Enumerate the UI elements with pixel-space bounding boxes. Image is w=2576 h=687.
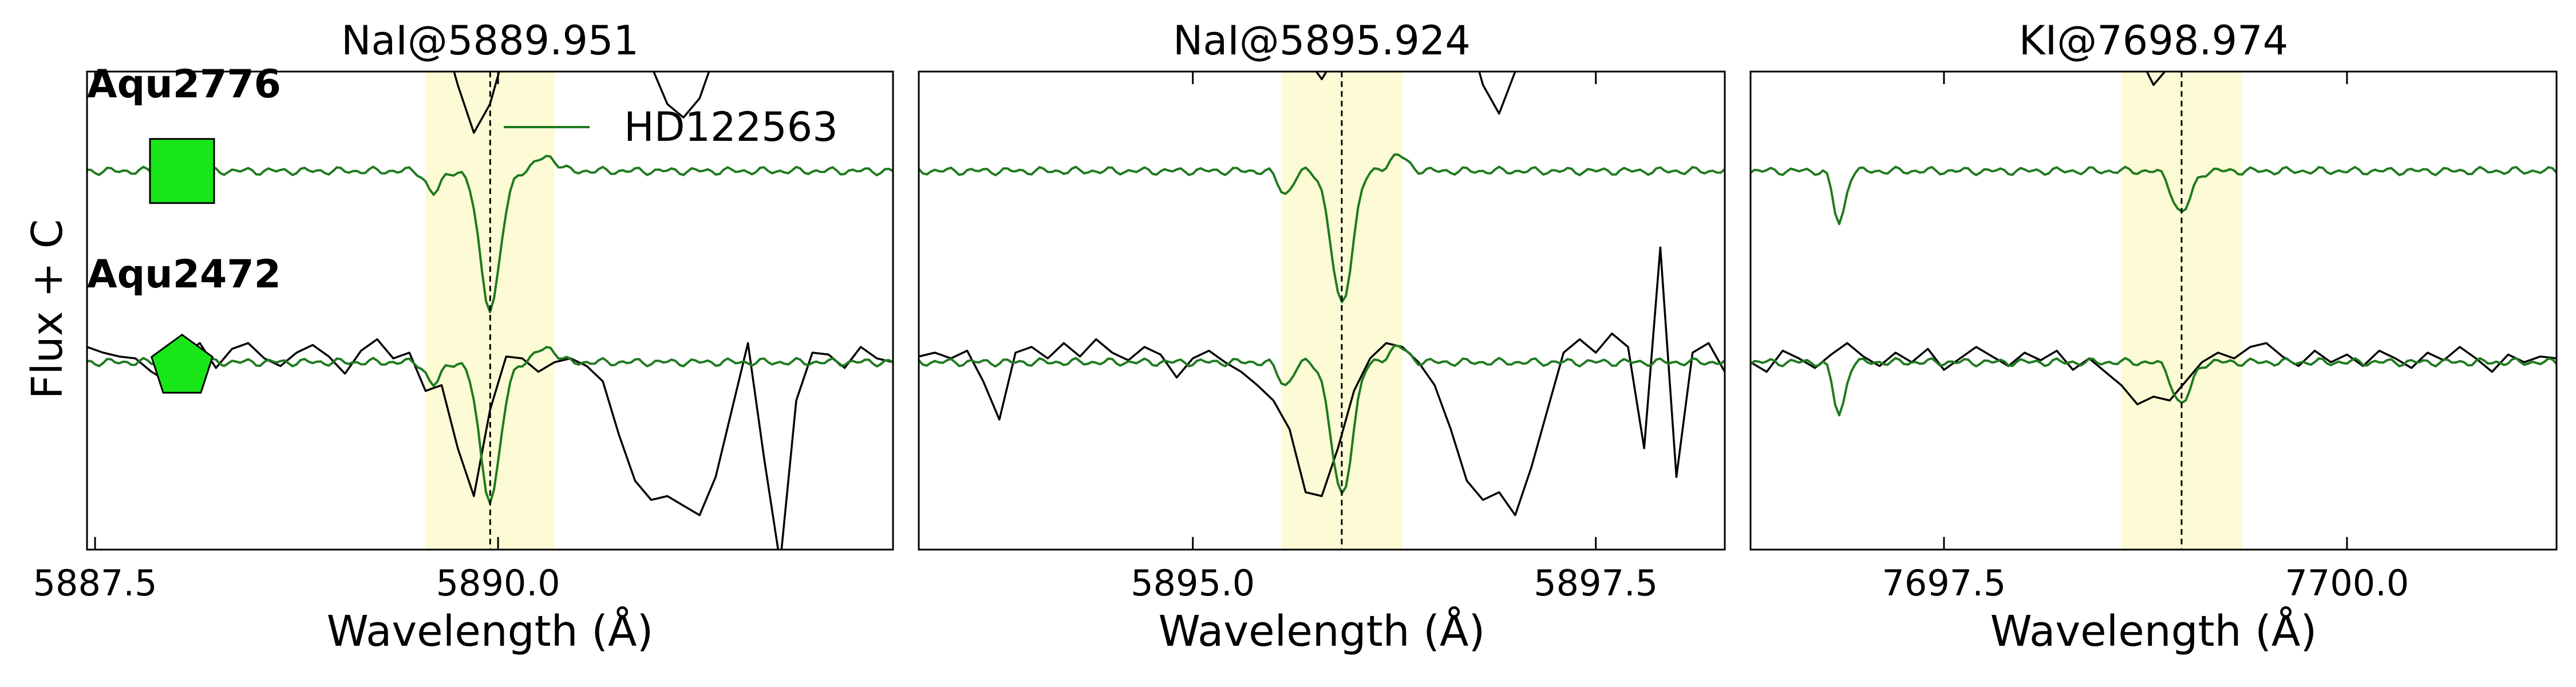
model-aqu2472-line bbox=[1751, 357, 2557, 417]
plot-area bbox=[1751, 72, 2557, 550]
square-marker-icon bbox=[149, 138, 215, 204]
y-axis-label: Flux + C bbox=[23, 219, 72, 400]
panel-title: NaI@5895.924 bbox=[1173, 17, 1471, 64]
plot-area bbox=[919, 72, 1725, 550]
plot-frame bbox=[1749, 70, 2558, 551]
x-tick-label: 5890.0 bbox=[436, 562, 560, 604]
panel-1: 5887.5 5890.0 NaI@5889.951 Wavelength (Å) bbox=[33, 17, 894, 656]
spectrum-aqu2472-line bbox=[87, 338, 893, 550]
model-aqu2776-line bbox=[1751, 165, 2557, 226]
panel-3: 7697.5 7700.0 KI@7698.974 Wavelength (Å) bbox=[1749, 17, 2558, 656]
spectrum-aqu2776-line bbox=[2146, 72, 2167, 86]
plot-frame bbox=[86, 70, 894, 551]
x-tick-label: 5887.5 bbox=[33, 562, 157, 604]
spectrum-aqu2472-line bbox=[919, 246, 1725, 516]
spectrum-aqu2776-line bbox=[1315, 72, 1516, 115]
x-axis-label: Wavelength (Å) bbox=[1159, 606, 1485, 656]
x-tick-label: 5895.0 bbox=[1131, 562, 1255, 604]
x-tick-label: 7697.5 bbox=[1882, 562, 2006, 604]
x-tick-label: 5897.5 bbox=[1534, 562, 1658, 604]
panel-title: KI@7698.974 bbox=[2019, 17, 2289, 64]
x-axis-label: Wavelength (Å) bbox=[1990, 606, 2317, 656]
panel-title: NaI@5889.951 bbox=[341, 17, 639, 64]
panel-2: 5895.0 5897.5 NaI@5895.924 Wavelength (Å) bbox=[918, 17, 1726, 656]
plot-area bbox=[87, 72, 893, 550]
model-aqu2776-line bbox=[87, 155, 893, 313]
legend: HD122563 bbox=[504, 104, 838, 151]
legend-label: HD122563 bbox=[624, 104, 838, 151]
pentagon-marker-icon bbox=[150, 333, 214, 394]
model-aqu2776-line bbox=[919, 153, 1725, 303]
x-axis-label: Wavelength (Å) bbox=[327, 606, 654, 656]
model-aqu2472-line bbox=[919, 345, 1725, 495]
plot-frame bbox=[918, 70, 1726, 551]
x-tick-label: 7700.0 bbox=[2285, 562, 2409, 604]
star-label-aqu2776: Aqu2776 bbox=[87, 62, 281, 107]
star-label-aqu2472: Aqu2472 bbox=[87, 252, 281, 297]
spectrum-aqu2472-line bbox=[1751, 342, 2557, 405]
